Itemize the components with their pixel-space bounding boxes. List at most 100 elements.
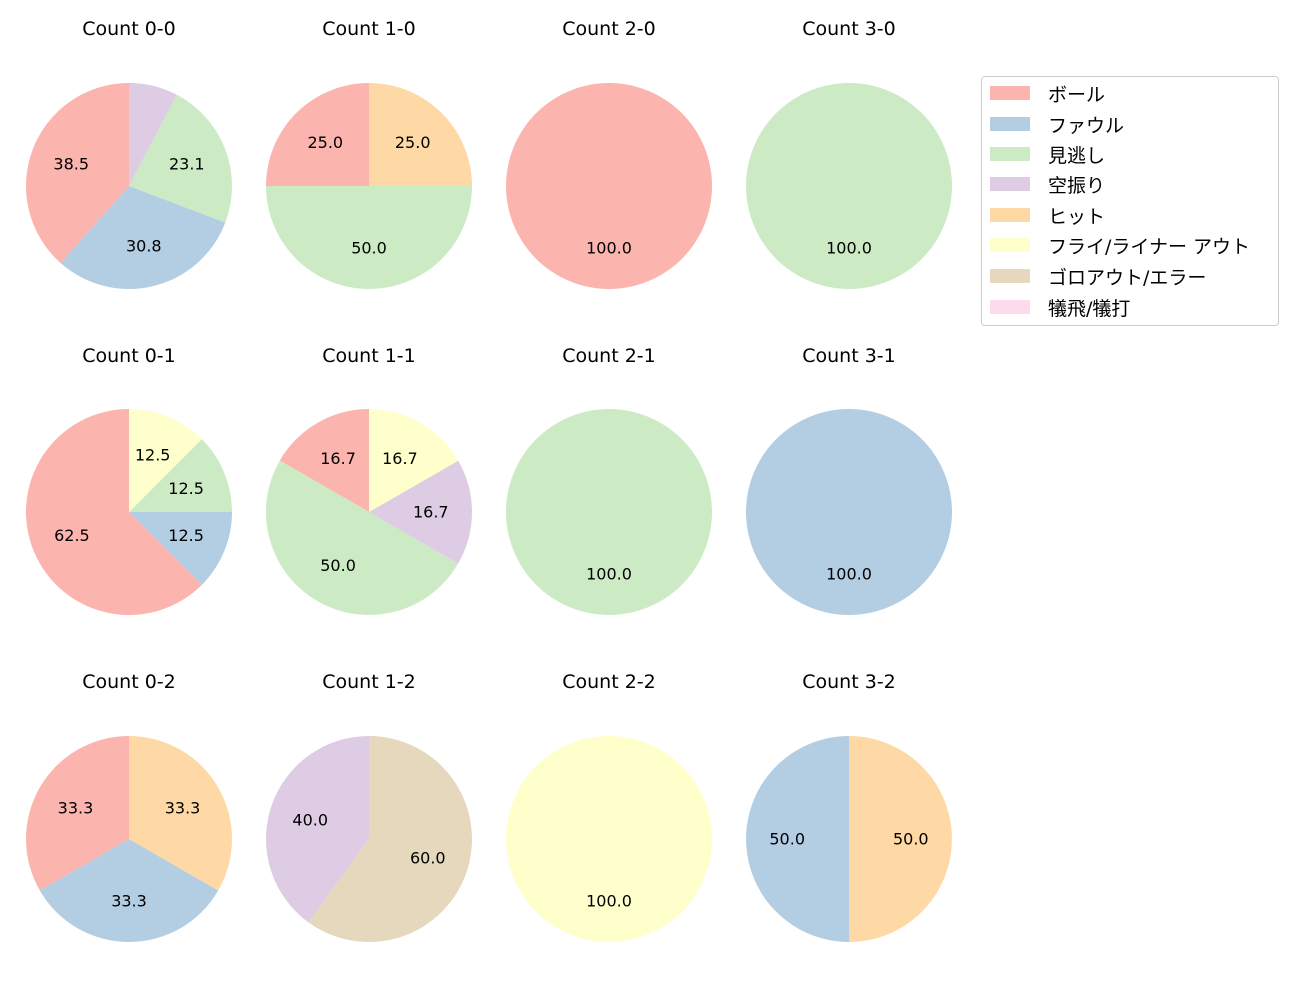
pie-chart: Count 2-0 100.0 xyxy=(506,18,712,289)
pie-slice xyxy=(369,83,472,186)
pie-title: Count 1-2 xyxy=(322,671,416,693)
pie-title: Count 2-2 xyxy=(562,671,656,693)
legend-label-called-strike: 見逃し xyxy=(1048,144,1106,167)
pie-title: Count 2-0 xyxy=(562,18,656,40)
slice-label: 23.1 xyxy=(169,155,205,174)
pie-slice xyxy=(129,736,232,891)
pie-chart: Count 2-2 100.0 xyxy=(506,671,712,942)
pie-title: Count 3-0 xyxy=(802,18,896,40)
pie-title: Count 0-2 xyxy=(82,671,176,693)
pie-chart: Count 3-0 100.0 xyxy=(746,18,952,289)
pie-chart: Count 0-0 38.5 30.8 23.1 xyxy=(26,18,232,290)
pie-slice xyxy=(129,94,232,223)
pie-slice xyxy=(369,460,473,564)
legend-swatch-ball xyxy=(990,86,1030,100)
pie-chart: Count 3-1 100.0 xyxy=(746,345,952,615)
pie-slice xyxy=(746,83,952,289)
pie-slice xyxy=(746,409,952,615)
slice-label: 50.0 xyxy=(893,830,929,849)
pie-chart: Count 1-0 25.0 50.0 25.0 xyxy=(266,18,472,289)
legend-item-ball: ボール xyxy=(990,80,1105,106)
legend-swatch-ground-out xyxy=(990,269,1030,283)
pie-title: Count 0-1 xyxy=(82,345,176,367)
slice-label: 16.7 xyxy=(413,503,449,522)
pie-title: Count 3-2 xyxy=(802,671,896,693)
slice-label: 100.0 xyxy=(586,891,632,910)
slice-label: 30.8 xyxy=(126,237,162,256)
legend-swatch-foul xyxy=(990,117,1030,131)
legend-swatch-called-strike xyxy=(990,147,1030,161)
legend-label-hit: ヒット xyxy=(1048,205,1106,228)
pie-slice xyxy=(506,736,712,942)
slice-label: 33.3 xyxy=(111,891,147,910)
slice-label: 62.5 xyxy=(54,526,90,545)
slice-label: 100.0 xyxy=(826,238,872,257)
slice-label: 38.5 xyxy=(53,155,89,174)
slice-label: 60.0 xyxy=(410,849,446,868)
slice-label: 12.5 xyxy=(135,445,171,464)
slice-label: 16.7 xyxy=(382,449,418,468)
pie-slice xyxy=(308,736,473,942)
legend-swatch-fly-out xyxy=(990,238,1030,252)
slice-label: 33.3 xyxy=(165,799,201,818)
legend-swatch-sacrifice xyxy=(990,300,1030,314)
pie-title: Count 2-1 xyxy=(562,345,656,367)
pie-slice xyxy=(506,409,712,615)
slice-label: 100.0 xyxy=(586,564,632,583)
pie-slice xyxy=(26,736,130,891)
pie-slice xyxy=(266,736,369,923)
pie-chart: Count 0-2 33.3 33.3 33.3 xyxy=(26,671,232,942)
legend-swatch-hit xyxy=(990,208,1030,222)
legend: ボール ファウル 見逃し 空振り ヒット フライ/ライナー アウト ゴロアウト/… xyxy=(981,76,1279,326)
pie-title: Count 1-1 xyxy=(322,345,416,367)
pie-slice xyxy=(746,736,849,942)
pie-chart: Count 2-1 100.0 xyxy=(506,345,712,615)
slice-label: 100.0 xyxy=(586,238,632,257)
pie-slice xyxy=(129,83,177,186)
slice-label: 33.3 xyxy=(58,799,94,818)
slice-label: 12.5 xyxy=(168,479,204,498)
pie-title: Count 3-1 xyxy=(802,345,896,367)
legend-item-sacrifice: 犠飛/犠打 xyxy=(990,294,1130,320)
legend-item-hit: ヒット xyxy=(990,202,1105,228)
pie-chart: Count 1-2 40.0 60.0 xyxy=(266,671,473,942)
pie-slice xyxy=(369,409,459,512)
legend-label-fly-out: フライ/ライナー アウト xyxy=(1048,235,1251,258)
slice-label: 25.0 xyxy=(307,133,343,152)
pie-slice xyxy=(129,409,202,512)
pie-chart: Count 3-2 50.0 50.0 xyxy=(746,671,952,942)
legend-label-foul: ファウル xyxy=(1048,114,1125,137)
legend-swatch-swinging-strike xyxy=(990,177,1030,191)
pie-slice xyxy=(25,409,202,615)
legend-item-called-strike: 見逃し xyxy=(990,141,1105,167)
legend-item-fly-out: フライ/ライナー アウト xyxy=(990,232,1250,258)
pie-slice xyxy=(60,186,226,290)
slice-label: 25.0 xyxy=(395,133,431,152)
legend-item-swinging-strike: 空振り xyxy=(990,171,1105,197)
legend-label-ball: ボール xyxy=(1048,83,1106,106)
pie-slice xyxy=(265,460,459,616)
slice-label: 50.0 xyxy=(351,238,387,257)
slice-label: 16.7 xyxy=(320,449,356,468)
slice-label: 50.0 xyxy=(320,556,356,575)
pie-slice xyxy=(129,512,232,585)
pie-title: Count 1-0 xyxy=(322,18,416,40)
pie-slice xyxy=(26,83,129,264)
pie-slice xyxy=(506,83,712,289)
pie-chart: Count 0-1 62.5 12.5 12.5 12.5 xyxy=(25,345,232,615)
legend-item-foul: ファウル xyxy=(990,111,1124,137)
pie-slice xyxy=(266,83,369,186)
slice-label: 12.5 xyxy=(168,526,204,545)
pie-slice xyxy=(266,186,472,289)
legend-label-ground-out: ゴロアウト/エラー xyxy=(1048,266,1207,289)
slice-label: 100.0 xyxy=(826,564,872,583)
pie-slice xyxy=(849,736,952,942)
slice-label: 40.0 xyxy=(292,810,328,829)
pie-title: Count 0-0 xyxy=(82,18,176,40)
slice-label: 50.0 xyxy=(769,830,805,849)
legend-label-sacrifice: 犠飛/犠打 xyxy=(1048,297,1131,320)
pie-slice xyxy=(279,409,369,512)
pie-slice xyxy=(129,439,232,512)
legend-label-swinging-strike: 空振り xyxy=(1048,174,1106,197)
